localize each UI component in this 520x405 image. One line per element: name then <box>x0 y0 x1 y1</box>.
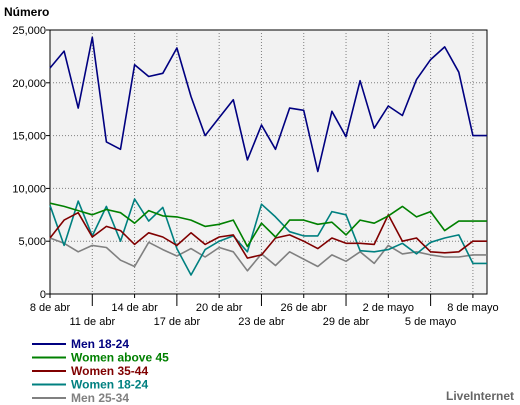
x-tick-label: 23 de abr <box>238 316 285 328</box>
y-tick-label: 5,000 <box>18 236 46 248</box>
series-layer <box>49 36 487 276</box>
legend-label: Women 35-44 <box>71 364 148 378</box>
x-tick-label: 26 de abr <box>280 302 327 314</box>
x-tick-label: 11 de abr <box>69 316 115 328</box>
series-line-3 <box>49 211 487 259</box>
axes: 0 5,000 10,000 15,000 20,000 25,000 8 de abr 11… <box>12 25 498 328</box>
x-tick-label: 8 de abr <box>30 302 71 314</box>
x-tick-label: 8 de mayo <box>447 302 498 314</box>
series-line-2 <box>49 202 487 248</box>
x-tick-label: 5 de mayo <box>405 316 456 328</box>
x-tick-label: 14 de abr <box>111 302 158 314</box>
x-tick-label: 17 de abr <box>154 316 201 328</box>
legend-label: Women above 45 <box>71 351 169 365</box>
x-tick-label: 2 de mayo <box>363 302 414 314</box>
legend-label: Men 18-24 <box>71 337 129 351</box>
legend-label: Men 25-34 <box>71 391 129 405</box>
y-axis-label: Número <box>4 5 49 19</box>
series-line-1 <box>49 36 487 173</box>
y-tick-label: 0 <box>40 289 46 301</box>
y-tick-label: 20,000 <box>12 78 46 90</box>
y-tick-label: 10,000 <box>12 183 46 195</box>
x-tick-label: 20 de abr <box>196 302 243 314</box>
y-tick-label: 15,000 <box>12 131 46 143</box>
y-tick-label: 25,000 <box>12 25 46 37</box>
brand-label: LiveInternet <box>446 389 514 403</box>
x-tick-label: 29 de abr <box>323 316 370 328</box>
plot-area <box>49 29 488 295</box>
legend-label: Women 18-24 <box>71 378 148 392</box>
series-line-4 <box>49 198 487 276</box>
